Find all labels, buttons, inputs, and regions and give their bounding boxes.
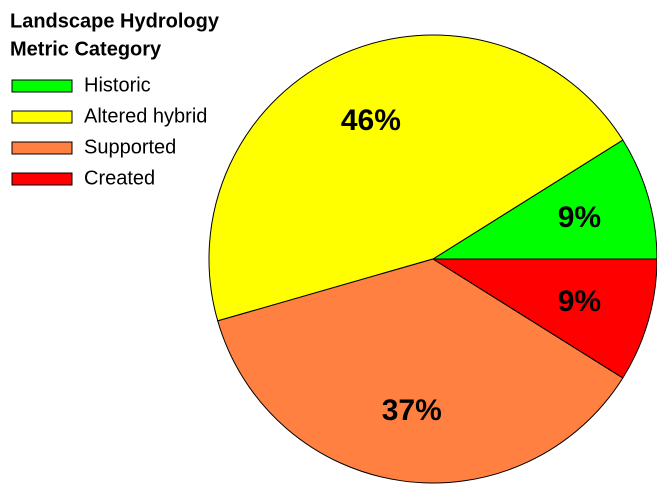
legend-title: Landscape Hydrology	[10, 10, 220, 32]
legend-label: Supported	[84, 136, 176, 158]
slice-label: 9%	[558, 285, 601, 318]
legend-label: Altered hybrid	[84, 105, 207, 127]
legend-swatch	[11, 110, 73, 124]
legend-swatch	[11, 141, 73, 155]
slice-label: 37%	[382, 394, 442, 427]
legend-swatch	[11, 172, 73, 186]
pie-slice	[208, 34, 624, 322]
legend-label: Created	[84, 167, 155, 189]
slice-label: 9%	[558, 201, 601, 234]
legend-label: Historic	[84, 74, 151, 96]
legend-title: Metric Category	[10, 38, 162, 60]
slice-label: 46%	[341, 104, 401, 137]
legend-swatch	[11, 79, 73, 93]
